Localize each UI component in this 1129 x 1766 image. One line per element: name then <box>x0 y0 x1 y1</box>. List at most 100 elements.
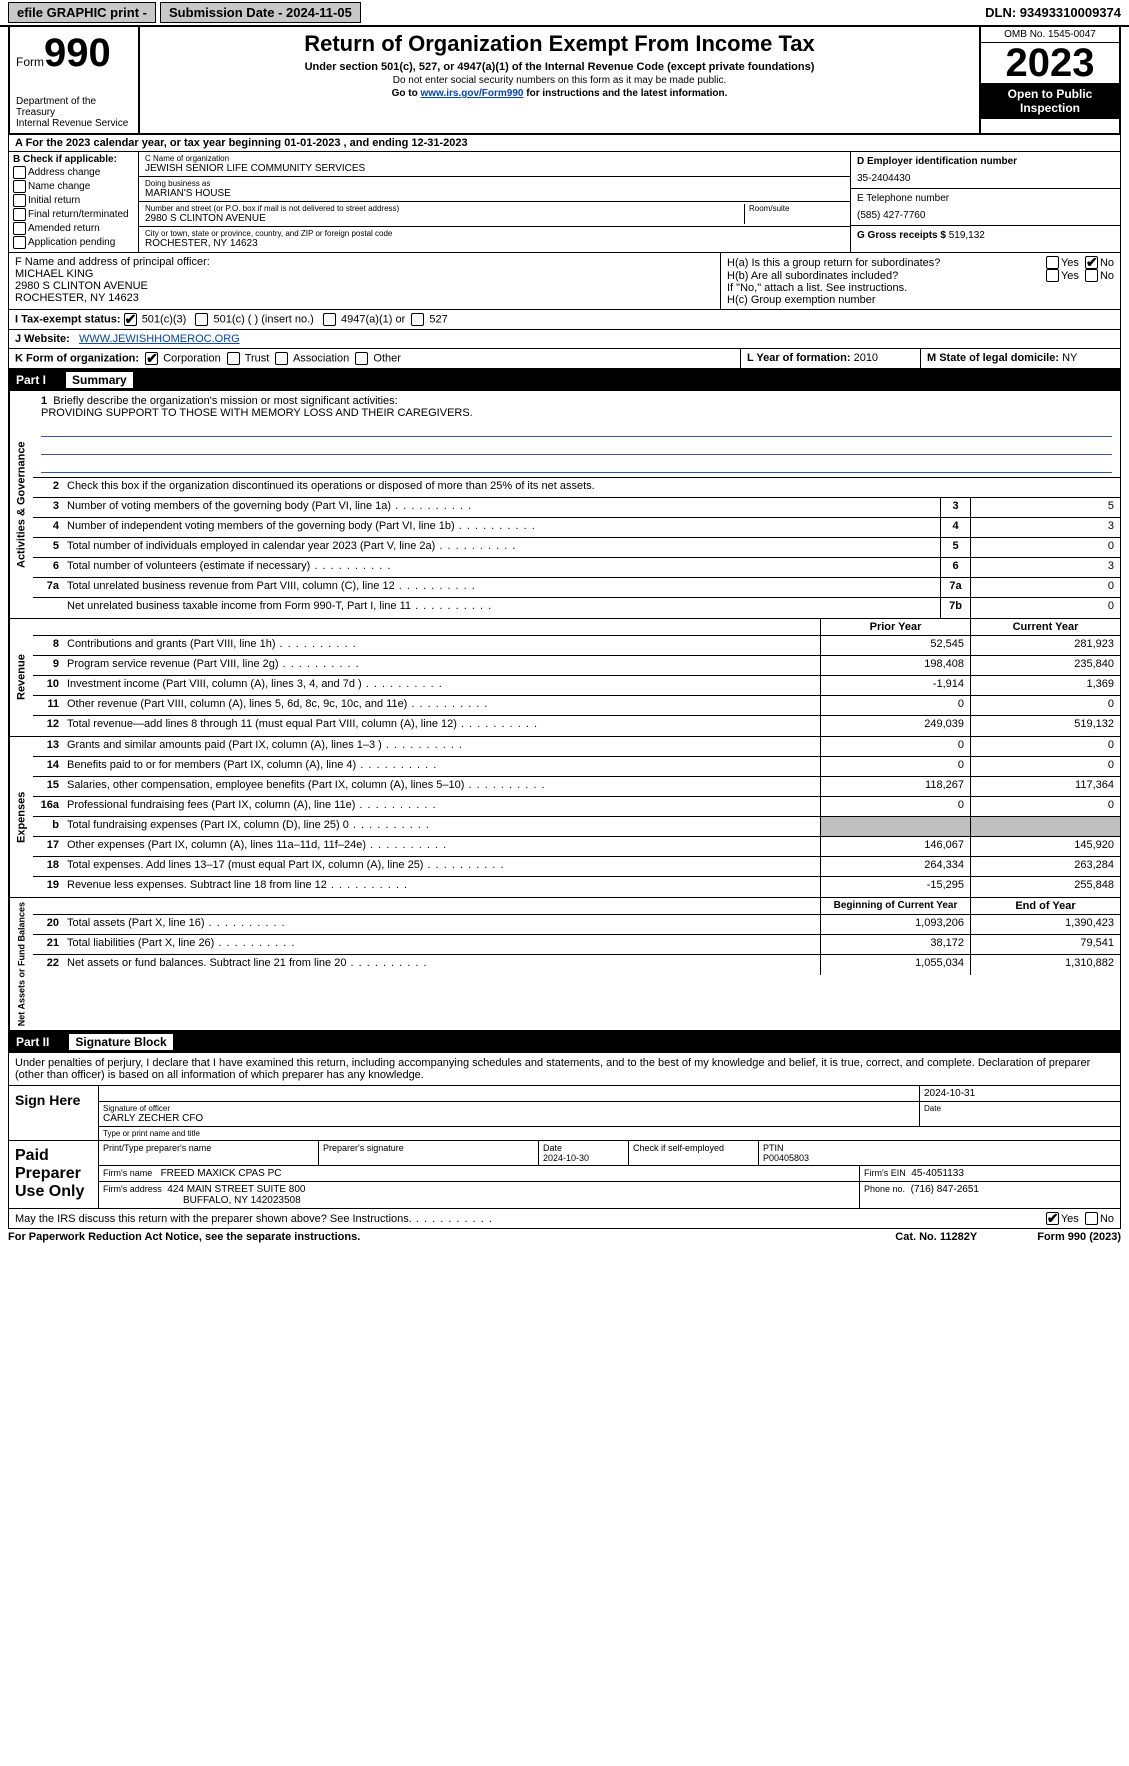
officer-name: MICHAEL KING <box>15 268 714 280</box>
summary-revenue: Revenue Prior Year Current Year 8Contrib… <box>8 619 1121 737</box>
row-2-desc: Check this box if the organization disco… <box>63 478 1120 497</box>
table-row: 14Benefits paid to or for members (Part … <box>33 757 1120 777</box>
checkbox-amended[interactable] <box>13 222 26 235</box>
i-527-label: 527 <box>429 313 447 325</box>
checkbox-app-pending[interactable] <box>13 236 26 249</box>
open-to-public: Open to Public Inspection <box>981 83 1119 119</box>
k-other-checkbox[interactable] <box>355 352 368 365</box>
k-corp-checkbox[interactable] <box>145 352 158 365</box>
col-current-year: Current Year <box>970 619 1120 635</box>
label-initial-return: Initial return <box>28 195 80 206</box>
table-row: Net unrelated business taxable income fr… <box>33 598 1120 618</box>
table-row: 15Salaries, other compensation, employee… <box>33 777 1120 797</box>
k-other-label: Other <box>373 352 401 364</box>
col-end-year: End of Year <box>970 898 1120 914</box>
firm-addr-label: Firm's address <box>103 1184 162 1194</box>
table-row: 21Total liabilities (Part X, line 26)38,… <box>33 935 1120 955</box>
checkbox-final-return[interactable] <box>13 208 26 221</box>
box-l-label: L Year of formation: <box>747 352 851 364</box>
addr-label: Number and street (or P.O. box if mail i… <box>145 204 744 213</box>
k-assoc-checkbox[interactable] <box>275 352 288 365</box>
vtab-expenses: Expenses <box>9 737 33 897</box>
vtab-revenue: Revenue <box>9 619 33 736</box>
col-prior-year: Prior Year <box>820 619 970 635</box>
org-name-label: C Name of organization <box>145 154 844 163</box>
ha-no-label: No <box>1100 257 1114 269</box>
ha-label: H(a) Is this a group return for subordin… <box>727 257 1046 269</box>
checkbox-initial-return[interactable] <box>13 194 26 207</box>
ptin-label: PTIN <box>763 1143 784 1153</box>
box-l-value: 2010 <box>854 352 878 364</box>
table-row: 8Contributions and grants (Part VIII, li… <box>33 636 1120 656</box>
org-name: JEWISH SENIOR LIFE COMMUNITY SERVICES <box>145 163 844 174</box>
label-final-return: Final return/terminated <box>28 209 129 220</box>
section-klm: K Form of organization: Corporation Trus… <box>8 349 1121 369</box>
firm-phone-label: Phone no. <box>864 1184 905 1194</box>
k-trust-checkbox[interactable] <box>227 352 240 365</box>
label-amended: Amended return <box>28 223 100 234</box>
submission-date-button[interactable]: Submission Date - 2024-11-05 <box>160 2 361 23</box>
hb-yes-checkbox[interactable] <box>1046 269 1059 282</box>
dba-label: Doing business as <box>145 179 844 188</box>
sig-officer-label: Signature of officer <box>103 1104 915 1113</box>
q1-label: Briefly describe the organization's miss… <box>53 395 397 407</box>
ha-no-checkbox[interactable] <box>1085 256 1098 269</box>
part-1-title: Summary <box>66 372 133 388</box>
box-h: H(a) Is this a group return for subordin… <box>720 253 1120 309</box>
vtab-governance: Activities & Governance <box>9 391 33 618</box>
discuss-question: May the IRS discuss this return with the… <box>15 1213 1046 1225</box>
summary-expenses: Expenses 13Grants and similar amounts pa… <box>8 737 1121 898</box>
i-527-checkbox[interactable] <box>411 313 424 326</box>
room-label: Room/suite <box>749 204 844 213</box>
table-row: 12Total revenue—add lines 8 through 11 (… <box>33 716 1120 736</box>
gross-value: 519,132 <box>949 230 985 241</box>
addr-value: 2980 S CLINTON AVENUE <box>145 213 744 224</box>
discuss-yes-checkbox[interactable] <box>1046 1212 1059 1225</box>
table-row: 11Other revenue (Part VIII, column (A), … <box>33 696 1120 716</box>
table-row: 19Revenue less expenses. Subtract line 1… <box>33 877 1120 897</box>
form-subtitle: Under section 501(c), 527, or 4947(a)(1)… <box>144 61 975 73</box>
i-501c3-checkbox[interactable] <box>124 313 137 326</box>
phone-value: (585) 427-7760 <box>857 210 1114 221</box>
summary-governance: Activities & Governance 1 Briefly descri… <box>8 391 1121 619</box>
efile-graphic-button[interactable]: efile GRAPHIC print - <box>8 2 156 23</box>
tax-year: 2023 <box>981 43 1119 83</box>
discuss-yes-label: Yes <box>1061 1213 1079 1225</box>
table-row: 9Program service revenue (Part VIII, lin… <box>33 656 1120 676</box>
label-name-change: Name change <box>28 181 90 192</box>
top-bar: efile GRAPHIC print - Submission Date - … <box>0 0 1129 27</box>
hb-no-checkbox[interactable] <box>1085 269 1098 282</box>
form-header-center: Return of Organization Exempt From Incom… <box>140 27 979 133</box>
paid-preparer-table: Paid Preparer Use Only Print/Type prepar… <box>9 1140 1120 1208</box>
mission-line <box>41 439 1112 455</box>
goto-post: for instructions and the latest informat… <box>523 88 727 99</box>
sign-here-table: Sign Here 2024-10-31 Signature of office… <box>9 1085 1120 1140</box>
box-d: D Employer identification number 35-2404… <box>850 152 1120 252</box>
checkbox-address-change[interactable] <box>13 166 26 179</box>
ssn-note: Do not enter social security numbers on … <box>144 75 975 86</box>
city-label: City or town, state or province, country… <box>145 229 844 238</box>
discuss-no-checkbox[interactable] <box>1085 1212 1098 1225</box>
website-link[interactable]: WWW.JEWISHHOMEROC.ORG <box>79 333 240 345</box>
prep-date-label: Date <box>543 1143 562 1153</box>
checkbox-name-change[interactable] <box>13 180 26 193</box>
form990-link[interactable]: www.irs.gov/Form990 <box>420 88 523 99</box>
i-4947-label: 4947(a)(1) or <box>341 313 405 325</box>
gross-label: G Gross receipts $ <box>857 230 946 241</box>
preparer-name-label: Print/Type preparer's name <box>99 1141 319 1165</box>
firm-addr1: 424 MAIN STREET SUITE 800 <box>167 1184 305 1195</box>
table-row: 17Other expenses (Part IX, column (A), l… <box>33 837 1120 857</box>
i-4947-checkbox[interactable] <box>323 313 336 326</box>
paperwork-notice: For Paperwork Reduction Act Notice, see … <box>8 1231 360 1243</box>
box-m-value: NY <box>1062 352 1077 364</box>
penalty-statement: Under penalties of perjury, I declare th… <box>9 1053 1120 1085</box>
hc-label: H(c) Group exemption number <box>727 294 1114 306</box>
date-label: Date <box>920 1102 1120 1126</box>
table-row: 16aProfessional fundraising fees (Part I… <box>33 797 1120 817</box>
ha-yes-checkbox[interactable] <box>1046 256 1059 269</box>
firm-phone: (716) 847-2651 <box>911 1184 979 1195</box>
line-a-tax-year: A For the 2023 calendar year, or tax yea… <box>8 135 1121 152</box>
i-501c-checkbox[interactable] <box>195 313 208 326</box>
firm-ein-label: Firm's EIN <box>864 1168 906 1178</box>
hb-yes-label: Yes <box>1061 270 1079 282</box>
